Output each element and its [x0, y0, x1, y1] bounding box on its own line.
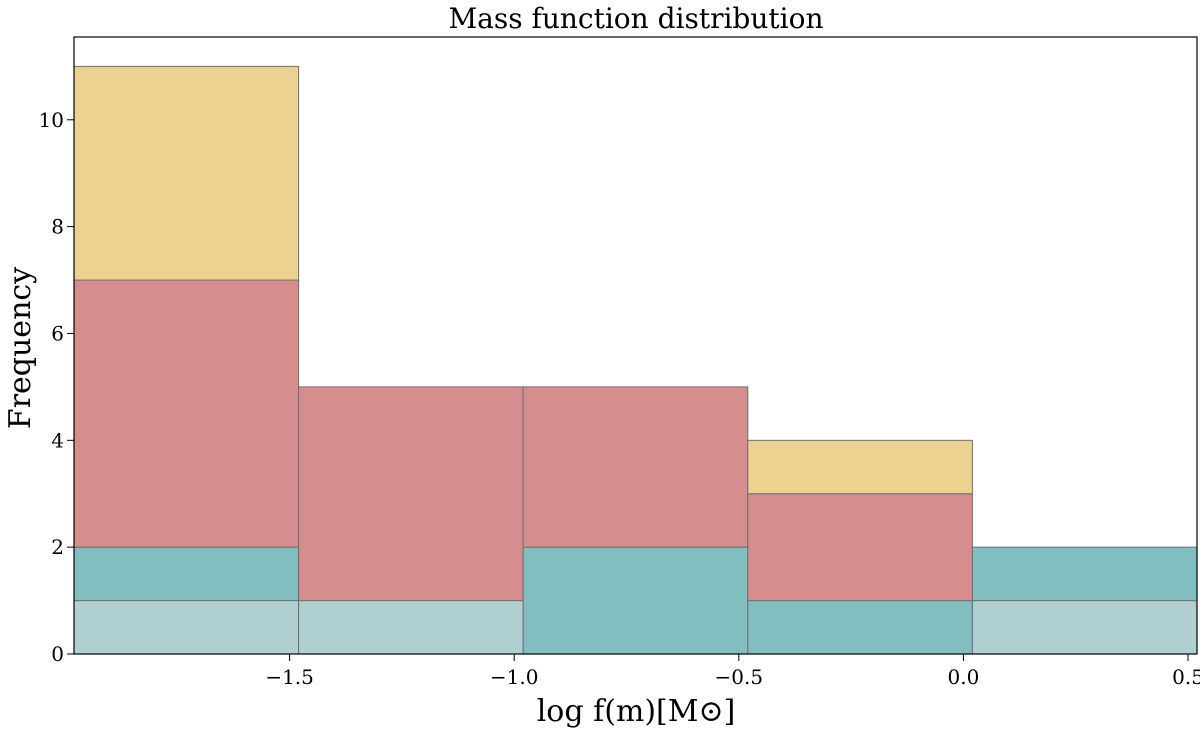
bar-series-1-bin-1: [73, 600, 300, 655]
plot-frame: [73, 36, 1198, 655]
bar-series-3-bin-4: [747, 493, 973, 602]
bar-series-2-bin-4: [747, 600, 973, 655]
y-axis-label: Frequency: [3, 267, 38, 429]
bar-series-2-bin-3: [522, 546, 749, 655]
bar-series-1-bin-5: [971, 600, 1198, 655]
bar-series-4-bin-4: [747, 439, 973, 495]
bars-group: [73, 65, 1198, 655]
x-tick-label: 0.0: [948, 665, 980, 689]
x-tick-label: 0.5: [1172, 665, 1200, 689]
bar-series-3-bin-3: [522, 386, 749, 548]
x-tick-label: −1.5: [265, 665, 314, 689]
y-tick-label: 4: [51, 428, 64, 452]
bar-series-1-bin-2: [298, 600, 524, 655]
y-tick-label: 2: [51, 535, 64, 559]
bar-series-2-bin-1: [73, 546, 300, 602]
y-tick-label: 10: [39, 108, 64, 132]
y-tick-label: 8: [51, 215, 64, 239]
bar-series-3-bin-2: [298, 386, 524, 602]
chart-title: Mass function distribution: [448, 2, 823, 35]
y-axis-ticks: 0 2 4 6 8 10: [39, 108, 74, 666]
x-axis-ticks: −1.5 −1.0 −0.5 0.0 0.5: [265, 654, 1200, 689]
x-tick-label: −1.0: [490, 665, 539, 689]
bar-series-4-bin-1: [73, 65, 300, 281]
bar-series-2-bin-5: [971, 546, 1198, 602]
y-tick-label: 6: [51, 321, 64, 345]
bar-series-3-bin-1: [73, 279, 300, 548]
x-tick-label: −0.5: [715, 665, 764, 689]
y-tick-label: 0: [51, 642, 64, 666]
x-axis-label: log f(m)[M⊙]: [537, 694, 736, 729]
